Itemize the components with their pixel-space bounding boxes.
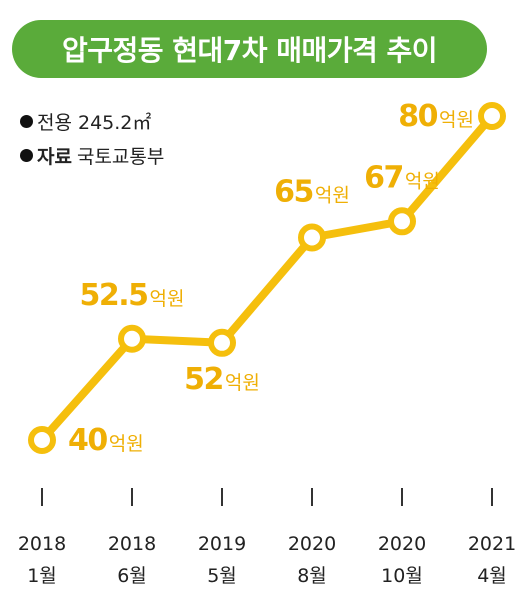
- data-point: [28, 426, 56, 454]
- x-tick-label-month: 4월: [477, 565, 507, 587]
- area-note: 전용 245.2㎡: [20, 108, 151, 135]
- series-line: [38, 112, 496, 444]
- x-tick-label-month: 5월: [207, 565, 237, 587]
- chart-title-banner: 압구정동 현대7차 매매가격 추이: [12, 20, 487, 78]
- data-point: [388, 207, 416, 236]
- bullet-icon: [20, 115, 33, 128]
- x-tick-label-month: 8월: [297, 565, 327, 587]
- x-tick-label-year: 2021: [468, 533, 516, 555]
- data-label: 65 억원: [274, 175, 350, 210]
- x-tick-label-year: 2018: [108, 533, 156, 555]
- data-label: 52 억원: [184, 362, 260, 397]
- chart-title: 압구정동 현대7차 매매가격 추이: [61, 34, 438, 67]
- source-value: 국토교통부: [76, 146, 165, 168]
- x-tick-label-month: 1월: [27, 565, 57, 587]
- data-label: 80 억원: [398, 99, 474, 134]
- x-tick-label-year: 2018: [18, 533, 66, 555]
- x-tick-label-month: 10월: [381, 565, 423, 587]
- x-tick-label-year: 2019: [198, 533, 246, 555]
- source-note: 자료 국토교통부: [20, 142, 164, 169]
- x-tick-label-month: 6월: [117, 565, 147, 587]
- x-tick-label-year: 2020: [288, 533, 336, 555]
- data-point: [208, 328, 236, 357]
- area-label: 전용 245.2㎡: [37, 112, 152, 134]
- data-label: 40 억원: [68, 423, 144, 458]
- data-point: [478, 102, 506, 130]
- source-key: 자료: [37, 146, 72, 168]
- data-label: 52.5 억원: [80, 278, 185, 313]
- data-point: [298, 223, 326, 252]
- bullet-icon: [20, 149, 33, 162]
- data-label: 67 억원: [364, 160, 440, 195]
- data-point: [118, 324, 146, 353]
- x-tick-label-year: 2020: [378, 533, 426, 555]
